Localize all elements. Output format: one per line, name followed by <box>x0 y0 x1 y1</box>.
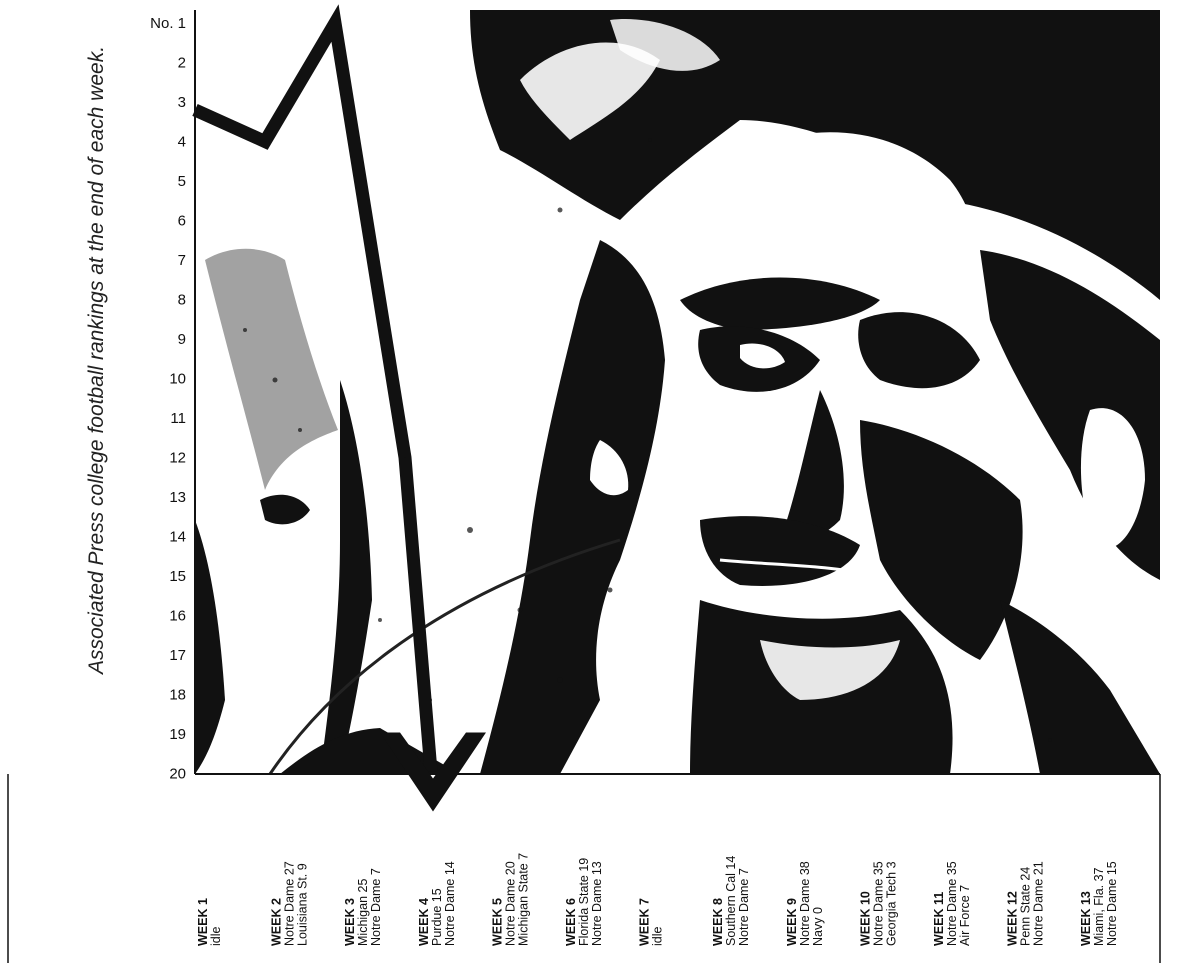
y-tick-label: 5 <box>178 173 186 190</box>
ranking-series <box>192 4 486 812</box>
week-result: WEEK 11 Notre Dame 35 Air Force 7 <box>932 861 972 946</box>
y-tick-label: 7 <box>178 252 186 269</box>
week-label: WEEK 12 <box>1006 891 1020 946</box>
week-score-line: Notre Dame 35 <box>945 861 959 946</box>
week-result: WEEK 6 Florida State 19 Notre Dame 13 <box>564 858 604 946</box>
week-results: WEEK 1 idle WEEK 2 Notre Dame 27 Louisiana S… <box>196 853 1119 946</box>
week-score-line: Notre Dame 7 <box>737 868 751 946</box>
y-tick-label: 13 <box>169 489 186 506</box>
week-score-line: Notre Dame 20 <box>503 861 517 946</box>
y-tick-label: 18 <box>169 687 186 704</box>
week-result: WEEK 8 Southern Cal 14 Notre Dame 7 <box>711 856 751 946</box>
week-result: WEEK 3 Michigan 25 Notre Dame 7 <box>343 868 383 946</box>
week-score-line: Notre Dame 21 <box>1032 861 1046 946</box>
week-label: WEEK 8 <box>711 898 725 946</box>
week-score-line: idle <box>209 926 223 946</box>
week-score-line: Southern Cal 14 <box>724 856 738 946</box>
week-score-line: Notre Dame 15 <box>1105 861 1119 946</box>
y-tick-label: 9 <box>178 331 186 348</box>
week-result: WEEK 9 Notre Dame 38 Navy 0 <box>785 861 825 946</box>
y-tick-label: 4 <box>178 134 186 151</box>
week-score-line: Miami, Fla. 37 <box>1092 867 1106 946</box>
week-score-line: Penn State 24 <box>1019 867 1033 946</box>
y-tick-label: 20 <box>169 766 186 783</box>
week-label: WEEK 13 <box>1079 891 1093 946</box>
week-label: WEEK 3 <box>343 898 357 946</box>
week-score-line: Purdue 15 <box>430 888 444 946</box>
y-tick-label: 14 <box>169 529 186 546</box>
y-tick-label: 10 <box>169 371 186 388</box>
week-score-line: Michigan 25 <box>356 879 370 946</box>
y-tick-labels: No. 1 2 3 4 5 6 7 8 9 10 11 12 13 14 15 16 17 18 19 20 <box>150 15 186 783</box>
week-score-line: Louisiana St. 9 <box>296 863 310 946</box>
week-label: WEEK 1 <box>196 898 210 946</box>
week-result: WEEK 13 Miami, Fla. 37 Notre Dame 15 <box>1079 861 1119 946</box>
y-tick-label: 6 <box>178 213 186 230</box>
background-photo <box>195 10 1160 775</box>
arrow-head <box>380 732 486 812</box>
y-tick-label: 8 <box>178 292 186 309</box>
week-result: WEEK 4 Purdue 15 Notre Dame 14 <box>417 861 457 946</box>
week-label: WEEK 2 <box>270 898 284 946</box>
y-tick-label: 11 <box>170 410 186 427</box>
week-result: WEEK 10 Notre Dame 35 Georgia Tech 3 <box>858 861 898 946</box>
week-score-line: Notre Dame 13 <box>590 861 604 946</box>
week-score-line: Notre Dame 14 <box>443 861 457 946</box>
y-axis-title: Associated Press college football rankin… <box>85 46 108 676</box>
week-result: WEEK 2 Notre Dame 27 Louisiana St. 9 <box>270 861 310 946</box>
week-score-line: Georgia Tech 3 <box>884 861 898 946</box>
week-score-line: Notre Dame 7 <box>369 868 383 946</box>
y-tick-label: 17 <box>169 647 186 664</box>
week-score-line: Florida State 19 <box>577 858 591 946</box>
week-score-line: Air Force 7 <box>958 885 972 946</box>
week-score-line: Navy 0 <box>811 907 825 946</box>
week-score-line: Notre Dame 35 <box>871 861 885 946</box>
y-tick-label: 12 <box>169 450 186 467</box>
y-tick-label: 16 <box>169 608 186 625</box>
y-tick-label: 3 <box>178 94 186 111</box>
week-result: WEEK 7 idle <box>638 898 665 946</box>
week-label: WEEK 4 <box>417 898 431 946</box>
week-label: WEEK 9 <box>785 898 799 946</box>
y-tick-label: 19 <box>169 726 186 743</box>
week-label: WEEK 11 <box>932 892 946 946</box>
y-tick-label: No. 1 <box>150 15 186 32</box>
y-tick-label: 2 <box>178 55 186 72</box>
week-result: WEEK 5 Notre Dame 20 Michigan State 7 <box>490 853 530 946</box>
y-tick-label: 15 <box>169 568 186 585</box>
week-score-line: Notre Dame 38 <box>798 861 812 946</box>
week-result: WEEK 1 idle <box>196 898 223 946</box>
week-score-line: Notre Dame 27 <box>283 861 297 946</box>
week-label: WEEK 5 <box>490 898 504 946</box>
week-label: WEEK 7 <box>638 898 652 946</box>
week-label: WEEK 10 <box>858 891 872 946</box>
week-score-line: Michigan State 7 <box>516 853 530 946</box>
week-score-line: idle <box>651 926 665 946</box>
week-result: WEEK 12 Penn State 24 Notre Dame 21 <box>1006 861 1046 946</box>
week-label: WEEK 6 <box>564 898 578 946</box>
